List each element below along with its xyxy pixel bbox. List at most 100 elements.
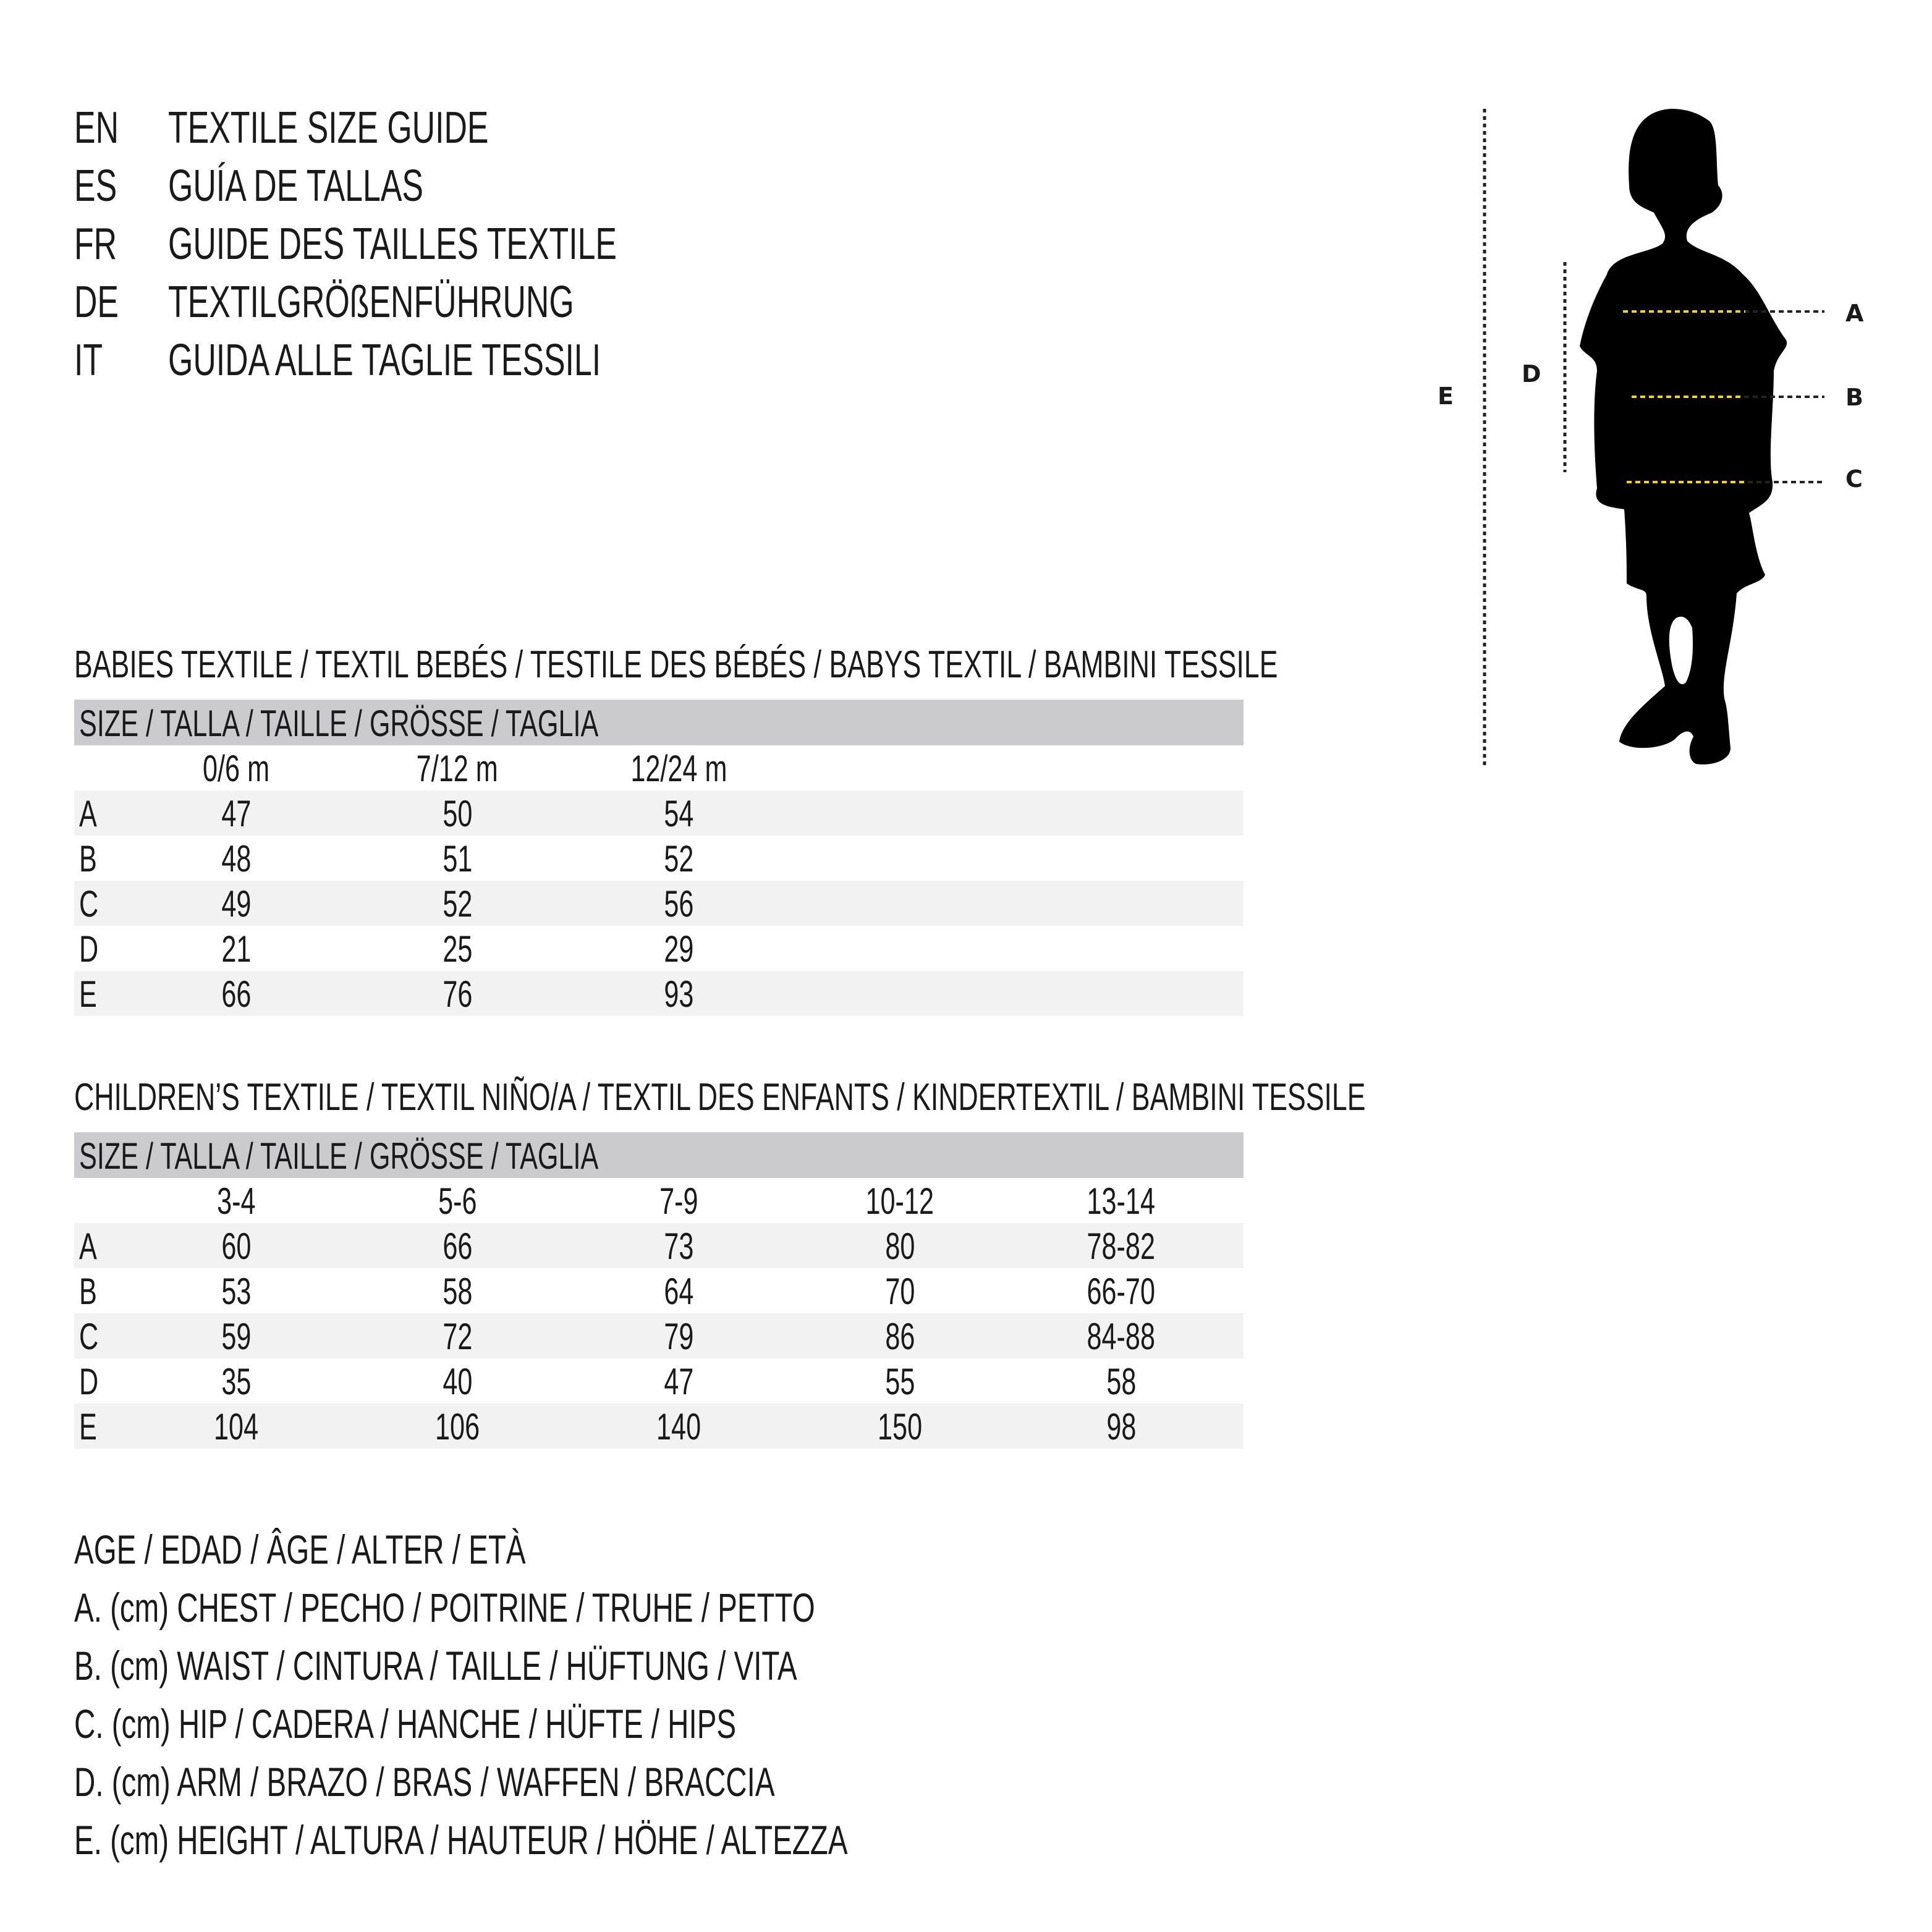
row-label: A — [79, 790, 104, 837]
table-cell: 106 — [347, 1404, 568, 1449]
measurement-legend: AGE / EDAD / ÂGE / ALTER / ETÀ A. (cm) CH… — [74, 1520, 1148, 1869]
table-row: E 104 106 140 150 98 — [74, 1404, 1244, 1449]
column-header-text: 0/6 m — [202, 748, 270, 789]
table-cell-text: 79 — [663, 1316, 694, 1357]
row-label: B — [79, 836, 104, 883]
table-cell-text: 59 — [221, 1316, 252, 1357]
child-silhouette-icon — [1580, 109, 1787, 765]
row-label-text: B — [79, 1271, 97, 1312]
table-cell-text: 29 — [663, 928, 694, 970]
table-row: B 53 58 64 70 66-70 — [74, 1268, 1244, 1313]
table-cell-text: 52 — [663, 838, 694, 879]
table-cell: 58 — [347, 1268, 568, 1313]
row-label-text: A — [79, 1226, 97, 1267]
row-label-text: C — [79, 1316, 99, 1357]
table-cell: 72 — [347, 1313, 568, 1358]
table-cell: 76 — [347, 971, 568, 1016]
column-header-text: 5-6 — [438, 1180, 477, 1222]
language-code: FR — [74, 215, 133, 273]
table-cell: 66 — [125, 971, 347, 1016]
children-size-bar-text: SIZE / TALLA / TAILLE / GRÖSSE / TAGLIA — [79, 1135, 599, 1177]
row-label: D — [79, 1358, 106, 1405]
table-cell: 150 — [789, 1404, 1010, 1449]
title-text-value: TEXTILE SIZE GUIDE — [168, 103, 489, 153]
language-code: DE — [74, 273, 136, 331]
column-header-text: 7-9 — [659, 1180, 698, 1222]
table-cell-text: 35 — [221, 1361, 252, 1402]
table-cell-text: 47 — [221, 793, 252, 834]
table-row: D 35 40 47 55 58 — [74, 1358, 1244, 1404]
table-cell-text: 51 — [442, 838, 473, 879]
title-text-value: GUIDA ALLE TAGLIE TESSILI — [168, 336, 601, 385]
table-row: A 60 66 73 80 78-82 — [74, 1223, 1244, 1268]
table-cell-text: 53 — [221, 1271, 252, 1312]
table-cell-text: 47 — [663, 1361, 694, 1402]
table-cell: 53 — [125, 1268, 347, 1313]
table-cell-text: 106 — [434, 1406, 480, 1447]
legend-item: E. (cm) HEIGHT / ALTURA / HAUTEUR / HÖHE… — [74, 1811, 1148, 1869]
table-cell: 40 — [347, 1358, 568, 1404]
legend-item-text: D. (cm) ARM / BRAZO / BRAS / WAFFEN / BR… — [74, 1759, 775, 1805]
table-cell: 79 — [568, 1313, 789, 1358]
row-label: C — [79, 881, 106, 928]
column-header-text: 10-12 — [865, 1180, 934, 1222]
table-cell-text: 56 — [663, 883, 694, 925]
column-header-text: 3-4 — [216, 1180, 256, 1222]
language-code-text: FR — [74, 219, 117, 269]
table-cell: 66 — [347, 1223, 568, 1268]
title-text-value: GUÍA DE TALLAS — [168, 161, 423, 211]
table-cell: 52 — [568, 836, 789, 881]
column-header: 13-14 — [1010, 1178, 1232, 1223]
row-label: C — [79, 1313, 106, 1360]
row-label-text: A — [79, 793, 97, 834]
table-cell-text: 78-82 — [1087, 1226, 1156, 1267]
babies-size-bar-text: SIZE / TALLA / TAILLE / GRÖSSE / TAGLIA — [79, 703, 599, 744]
column-header-text: 13-14 — [1087, 1180, 1156, 1222]
table-row: C 49 52 56 — [74, 881, 1244, 926]
table-cell-text: 54 — [663, 793, 694, 834]
table-cell: 98 — [1010, 1404, 1232, 1449]
table-row: A 47 50 54 — [74, 790, 1244, 836]
babies-size-bar: SIZE / TALLA / TAILLE / GRÖSSE / TAGLIA — [74, 700, 1244, 745]
column-header: 7/12 m — [347, 745, 568, 790]
title-text: GUIDE DES TAILLES TEXTILE — [168, 215, 791, 273]
table-cell-text: 93 — [663, 973, 694, 1015]
legend-item-text: A. (cm) CHEST / PECHO / POITRINE / TRUHE… — [74, 1585, 815, 1630]
column-header: 10-12 — [789, 1178, 1010, 1223]
table-cell: 140 — [568, 1404, 789, 1449]
legend-item: C. (cm) HIP / CADERA / HANCHE / HÜFTE / … — [74, 1695, 1148, 1753]
children-section: CHILDREN’S TEXTILE / TEXTIL NIÑO/A / TEX… — [74, 1073, 1366, 1449]
table-cell-text: 84-88 — [1087, 1316, 1156, 1357]
column-header: 0/6 m — [125, 745, 347, 790]
table-cell-text: 55 — [884, 1361, 915, 1402]
babies-table: 0/6 m 7/12 m 12/24 m A 47 50 54 B 48 51 52 C 49 52 56 D… — [74, 745, 1244, 1016]
table-cell: 104 — [125, 1404, 347, 1449]
table-column-headers: 3-4 5-6 7-9 10-12 13-14 — [74, 1178, 1244, 1223]
table-cell: 55 — [789, 1358, 1010, 1404]
children-heading: CHILDREN’S TEXTILE / TEXTIL NIÑO/A / TEX… — [74, 1073, 1366, 1122]
title-text-value: TEXTILGRÖßENFÜHRUNG — [168, 278, 574, 327]
table-row: B 48 51 52 — [74, 836, 1244, 881]
table-cell: 58 — [1010, 1358, 1232, 1404]
table-cell-text: 76 — [442, 973, 473, 1015]
row-label-text: E — [79, 973, 97, 1015]
table-cell-text: 50 — [442, 793, 473, 834]
column-header: 3-4 — [125, 1178, 347, 1223]
children-table: 3-4 5-6 7-9 10-12 13-14 A 60 66 73 80 78-82 B 53 58 64… — [74, 1178, 1244, 1449]
table-cell-text: 86 — [884, 1316, 915, 1357]
table-cell-text: 66-70 — [1087, 1271, 1156, 1312]
label-a: A — [1845, 300, 1864, 327]
table-cell-text: 80 — [884, 1226, 915, 1267]
table-cell-text: 48 — [221, 838, 252, 879]
row-label: E — [79, 971, 104, 1018]
label-e: E — [1438, 383, 1454, 410]
table-cell-text: 72 — [442, 1316, 473, 1357]
table-cell: 47 — [125, 790, 347, 836]
table-cell-text: 66 — [221, 973, 252, 1015]
table-cell-text: 64 — [663, 1271, 694, 1312]
column-header: 12/24 m — [568, 745, 789, 790]
table-row: D 21 25 29 — [74, 926, 1244, 971]
table-cell-text: 73 — [663, 1226, 694, 1267]
table-cell-text: 70 — [884, 1271, 915, 1312]
language-code-text: EN — [74, 103, 119, 153]
